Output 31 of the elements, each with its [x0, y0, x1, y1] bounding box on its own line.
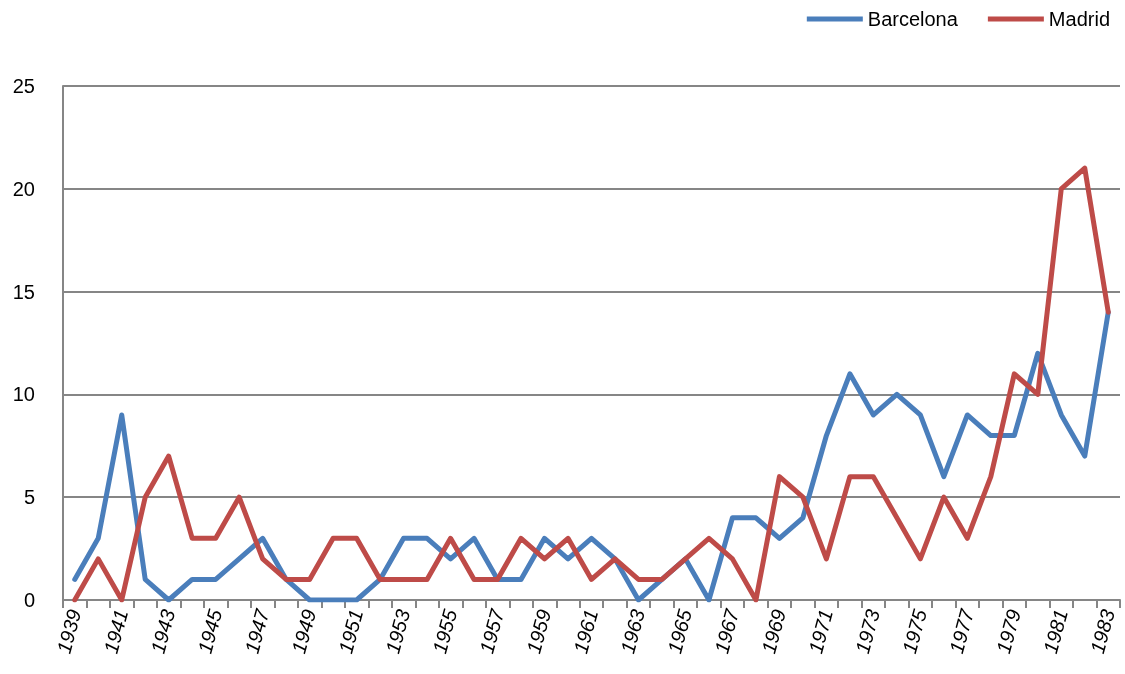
- x-tick-label: 1977: [945, 606, 979, 656]
- x-tick-label: 1945: [193, 606, 227, 656]
- x-tick-label: 1961: [569, 607, 603, 656]
- y-tick-label: 25: [12, 75, 35, 97]
- x-tick-label: 1967: [710, 606, 744, 656]
- x-tick-label: 1953: [381, 607, 415, 656]
- x-tick-label: 1959: [522, 607, 556, 656]
- x-tick-label: 1963: [616, 607, 650, 656]
- x-tick-label: 1949: [287, 607, 321, 656]
- x-tick-label: 1971: [804, 607, 838, 656]
- x-tick-label: 1951: [334, 607, 368, 656]
- y-tick-label: 5: [23, 486, 35, 509]
- legend-label: Barcelona: [867, 8, 959, 30]
- x-tick-label: 1957: [475, 606, 509, 656]
- x-tick-label: 1973: [851, 607, 884, 656]
- y-tick-label: 20: [12, 177, 35, 200]
- x-tick-label: 1943: [146, 607, 180, 656]
- x-tick-label: 1983: [1086, 607, 1119, 656]
- x-tick-label: 1947: [240, 606, 274, 656]
- x-tick-label: 1939: [52, 607, 86, 656]
- x-tick-label: 1969: [757, 607, 791, 656]
- x-tick-label: 1981: [1039, 607, 1072, 656]
- x-tick-label: 1955: [428, 606, 462, 656]
- y-tick-label: 15: [12, 280, 35, 303]
- y-tick-label: 10: [12, 383, 35, 406]
- x-tick-label: 1965: [663, 606, 697, 656]
- y-tick-label: 0: [23, 589, 35, 611]
- x-tick-label: 1979: [992, 607, 1025, 656]
- x-tick-label: 1975: [898, 606, 932, 656]
- x-tick-label: 1941: [99, 607, 133, 656]
- legend-label: Madrid: [1048, 8, 1111, 30]
